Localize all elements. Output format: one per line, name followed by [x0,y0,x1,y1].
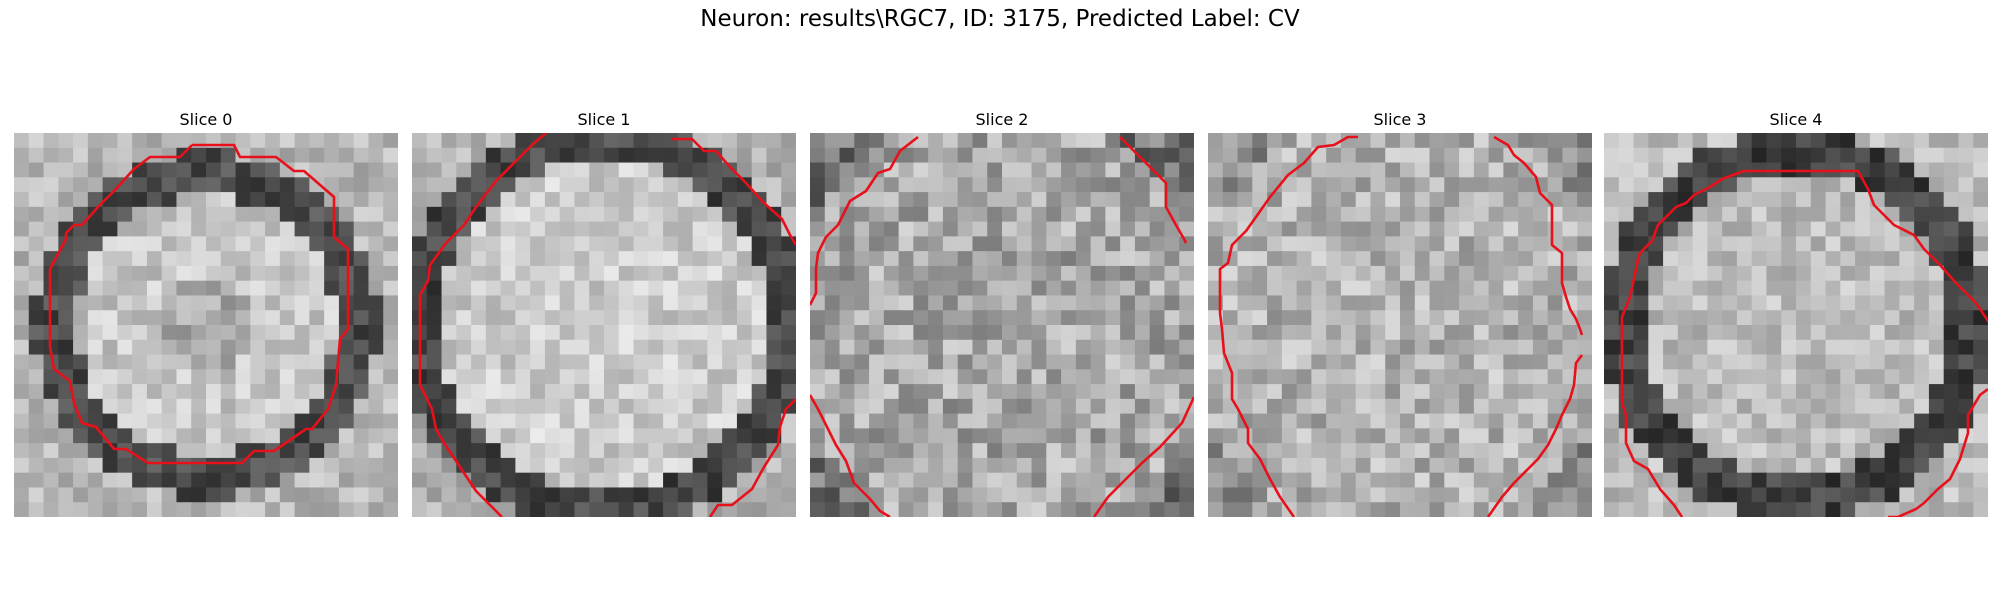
contour-line-0 [418,133,547,517]
contour-line-1 [672,137,796,246]
slice-panel-0: Slice 0 [14,0,398,600]
contour-line-3 [1092,396,1194,517]
contour-line-2 [1486,354,1584,517]
slice-panel-2: Slice 2 [810,0,1194,600]
pixel-grid [810,133,1194,517]
contour-line-2 [810,394,891,517]
contour-line-0 [1218,135,1358,517]
contour-line-1 [1888,387,1988,517]
slice-title-1: Slice 1 [577,110,631,129]
slice-image-4 [1604,133,1988,517]
contour-line-0 [48,143,350,465]
slice-title-2: Slice 2 [975,110,1029,129]
pixel-grid [412,133,796,517]
slice-image-3 [1208,133,1592,517]
contour-line-0 [1620,169,1988,517]
pixel-grid [1208,133,1592,517]
slice-image-1 [412,133,796,517]
pixel-grid [1604,133,1988,517]
slice-panel-4: Slice 4 [1604,0,1988,600]
slice-title-4: Slice 4 [1769,110,1823,129]
contour-line-1 [1493,135,1584,336]
slice-title-0: Slice 0 [179,110,233,129]
contour-line-1 [1119,136,1188,244]
pixel-grid [14,133,398,517]
slice-panel-1: Slice 1 [412,0,796,600]
slice-title-3: Slice 3 [1373,110,1427,129]
figure-title: Neuron: results\RGC7, ID: 3175, Predicte… [700,6,1300,32]
slice-panel-3: Slice 3 [1208,0,1592,600]
slice-image-0 [14,133,398,517]
contour-line-0 [810,135,919,306]
slice-image-2 [810,133,1194,517]
contour-line-2 [708,398,796,517]
